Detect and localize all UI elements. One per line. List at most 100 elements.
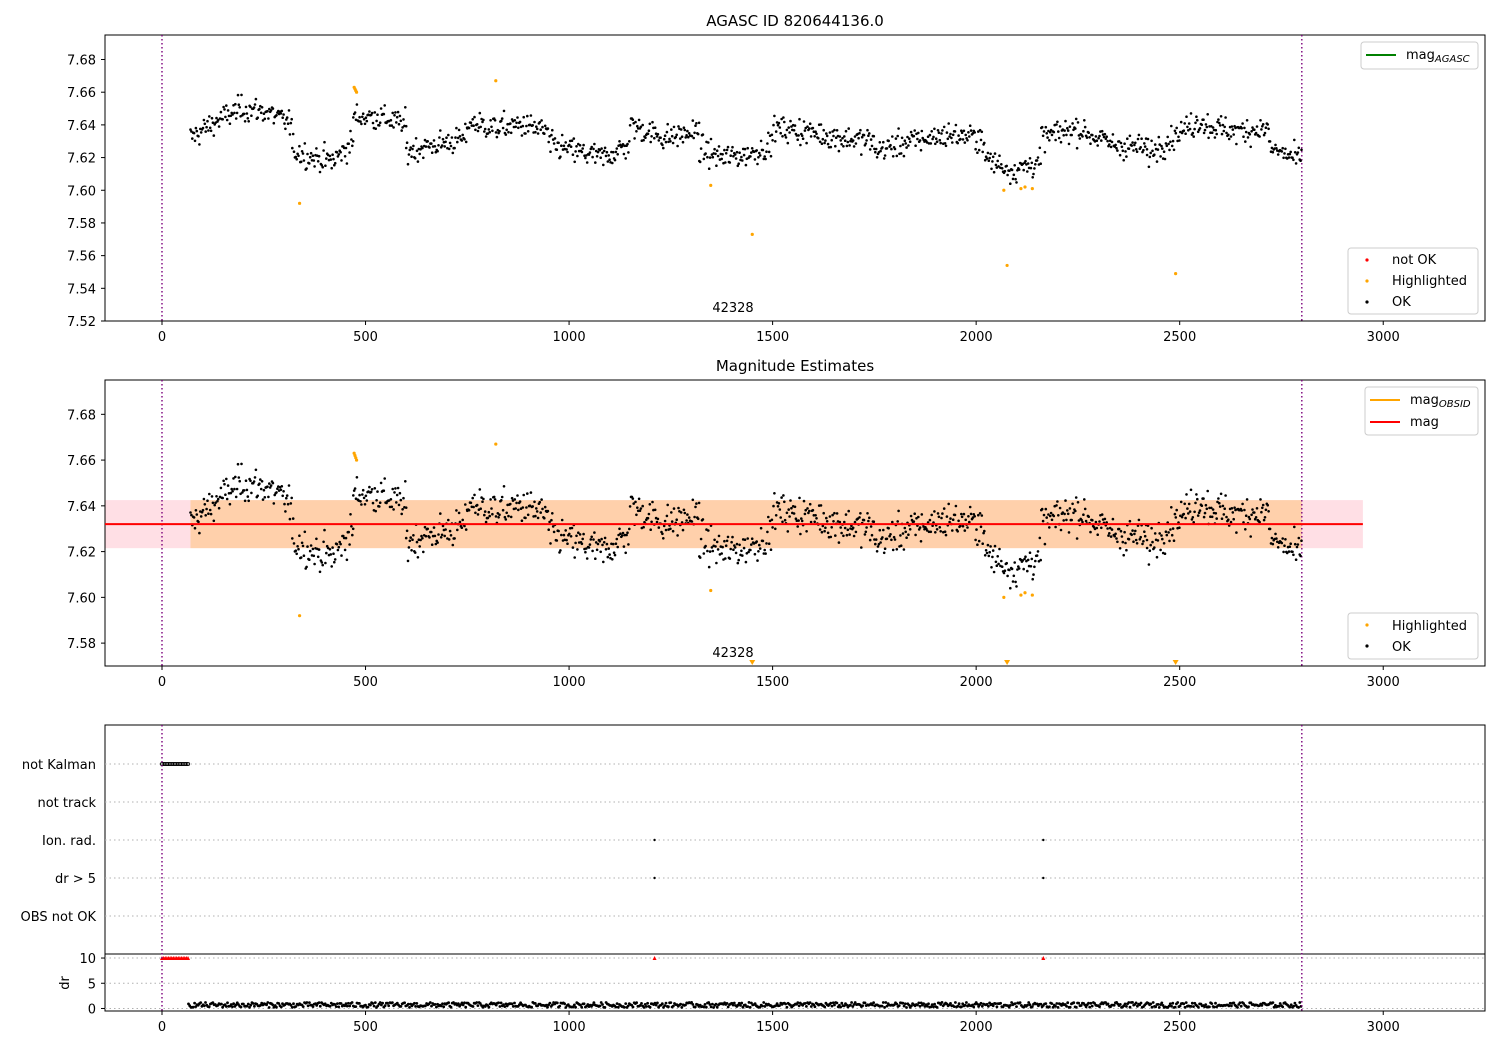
data-point-ok xyxy=(533,120,536,124)
data-point-ok xyxy=(489,498,492,501)
data-point-ok xyxy=(360,503,363,506)
data-point-ok xyxy=(725,148,729,152)
data-point-ok xyxy=(669,140,672,143)
data-point-ok xyxy=(865,139,868,142)
y-tick-label: 7.68 xyxy=(67,54,96,69)
data-point-ok xyxy=(350,525,353,528)
data-point-ok xyxy=(674,135,678,139)
data-point-ok xyxy=(552,530,556,534)
data-point-ok xyxy=(1220,132,1224,136)
dr-point xyxy=(1068,1005,1072,1009)
data-point-ok xyxy=(355,103,359,106)
data-point-ok xyxy=(408,148,412,152)
data-point-ok xyxy=(868,538,872,542)
data-point-ok xyxy=(1233,506,1236,510)
dr-point xyxy=(949,1002,952,1005)
data-point-ok xyxy=(1251,126,1254,129)
data-point-ok xyxy=(605,542,609,546)
data-point-ok xyxy=(963,141,967,144)
dr-point xyxy=(308,1001,311,1004)
data-point-ok xyxy=(593,531,596,534)
data-point-ok xyxy=(874,150,877,154)
data-point-ok xyxy=(868,132,871,135)
data-point-ok xyxy=(663,134,667,137)
data-point-ok xyxy=(351,527,355,531)
data-point-ok xyxy=(1083,507,1087,511)
data-point-ok xyxy=(1253,511,1256,514)
data-point-ok xyxy=(793,124,797,127)
data-point-ok xyxy=(715,164,718,167)
data-point-ok xyxy=(551,512,554,515)
data-point-ok xyxy=(671,529,675,533)
data-point-ok xyxy=(375,119,378,123)
data-point-ok xyxy=(411,147,414,151)
data-point-ok xyxy=(1246,136,1250,139)
data-point-ok xyxy=(398,114,402,118)
x-tick-label: 0 xyxy=(158,1020,166,1035)
data-point-ok xyxy=(602,541,606,544)
flag-row-label: Ion. rad. xyxy=(42,834,96,849)
data-point-ok xyxy=(1126,137,1129,140)
data-point-ok xyxy=(603,536,607,540)
data-point-ok xyxy=(598,540,602,543)
data-point-ok xyxy=(618,527,621,531)
data-point-ok xyxy=(1267,510,1270,513)
data-point-ok xyxy=(217,125,221,128)
data-point-ok xyxy=(315,147,318,150)
data-point-ok xyxy=(626,531,629,534)
data-point-ok xyxy=(973,131,976,134)
data-point-ok xyxy=(1183,122,1186,125)
data-point-ok xyxy=(864,530,868,534)
data-point-ok xyxy=(364,494,368,498)
data-point-ok xyxy=(1134,538,1138,542)
legend-label-highlighted: Highlighted xyxy=(1392,619,1467,634)
data-point-ok xyxy=(261,119,265,122)
data-point-ok xyxy=(867,134,870,137)
dr-point xyxy=(648,1005,652,1009)
data-point-ok xyxy=(484,135,488,138)
data-point-ok xyxy=(1133,532,1136,536)
data-point-ok xyxy=(1217,118,1220,121)
data-point-ok xyxy=(483,510,487,513)
dr-clipped-marker xyxy=(186,956,191,961)
data-point-ok xyxy=(559,549,562,552)
data-point-ok xyxy=(520,519,524,522)
data-point-ok xyxy=(778,508,782,511)
dr-point xyxy=(703,1003,707,1006)
data-point-ok xyxy=(474,128,477,132)
flag-marker xyxy=(1042,838,1045,842)
data-point-ok xyxy=(1070,133,1073,137)
data-point-ok xyxy=(830,526,833,529)
data-point-ok xyxy=(1250,130,1253,133)
data-point-ok xyxy=(458,520,462,524)
data-point-ok xyxy=(819,504,823,507)
data-point-ok xyxy=(860,546,863,549)
data-point-ok xyxy=(395,493,399,497)
data-point-ok xyxy=(565,148,568,151)
data-point-ok xyxy=(282,490,285,493)
data-point-ok xyxy=(456,528,459,532)
data-point-ok xyxy=(659,136,662,139)
data-point-ok xyxy=(363,503,367,506)
data-point-ok xyxy=(716,548,720,551)
data-point-ok xyxy=(943,530,947,533)
data-point-ok xyxy=(1041,519,1045,523)
data-point-ok xyxy=(573,556,576,559)
data-point-ok xyxy=(627,151,630,154)
data-point-ok xyxy=(1131,529,1134,532)
data-point-ok xyxy=(951,529,954,532)
data-point-ok xyxy=(811,126,815,130)
dr-point xyxy=(1227,1004,1231,1008)
x-tick-label: 2500 xyxy=(1163,675,1196,690)
data-point-ok xyxy=(661,532,664,536)
data-point-ok xyxy=(1170,144,1174,148)
data-point-ok xyxy=(1030,161,1034,165)
data-point-ok xyxy=(501,508,505,512)
data-point-ok xyxy=(913,512,916,515)
data-point-ok xyxy=(557,141,560,145)
data-point-ok xyxy=(675,518,678,521)
data-point-ok xyxy=(1193,510,1196,514)
dr-point xyxy=(435,1005,438,1009)
data-point-ok xyxy=(833,128,836,132)
y-tick-label: 7.54 xyxy=(67,282,96,297)
